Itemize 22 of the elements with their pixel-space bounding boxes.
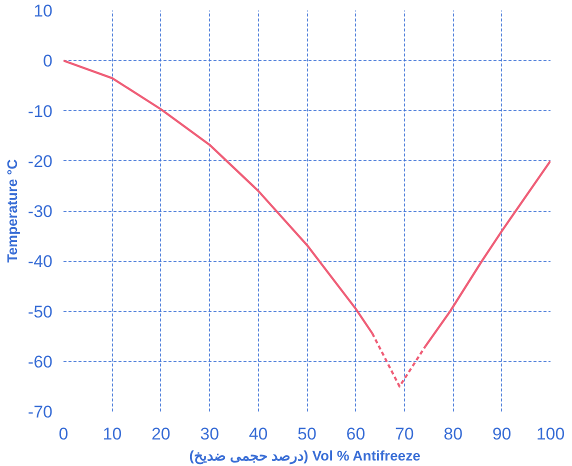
x-tick-label: 90: [492, 424, 512, 444]
x-tick-label: 0: [58, 424, 68, 444]
x-tick-label: 40: [248, 424, 268, 444]
y-axis-title: Temperature °C: [4, 159, 20, 263]
y-tick-label: -70: [28, 402, 53, 422]
x-tick-label: 70: [394, 424, 414, 444]
x-tick-label: 20: [151, 424, 170, 444]
y-tick-label: -30: [28, 202, 53, 221]
x-tick-label: 30: [200, 424, 220, 444]
y-tick-label: -20: [28, 152, 53, 171]
y-tick-label: -60: [28, 352, 53, 372]
y-tick-label: -10: [28, 102, 53, 121]
x-tick-label: 50: [298, 424, 316, 444]
x-tick-label: 60: [346, 424, 366, 444]
x-tick-label: 10: [102, 424, 122, 444]
x-tick-label: 100: [536, 424, 565, 444]
y-tick-label: 0: [43, 52, 53, 71]
x-tick-label: 80: [444, 424, 463, 444]
x-axis-title: (درصد حجمی ضدیخ) Vol % Antifreeze: [189, 448, 421, 464]
y-tick-label: -40: [28, 252, 53, 272]
y-tick-label: 10: [34, 2, 53, 20]
y-tick-label: -50: [28, 302, 53, 322]
